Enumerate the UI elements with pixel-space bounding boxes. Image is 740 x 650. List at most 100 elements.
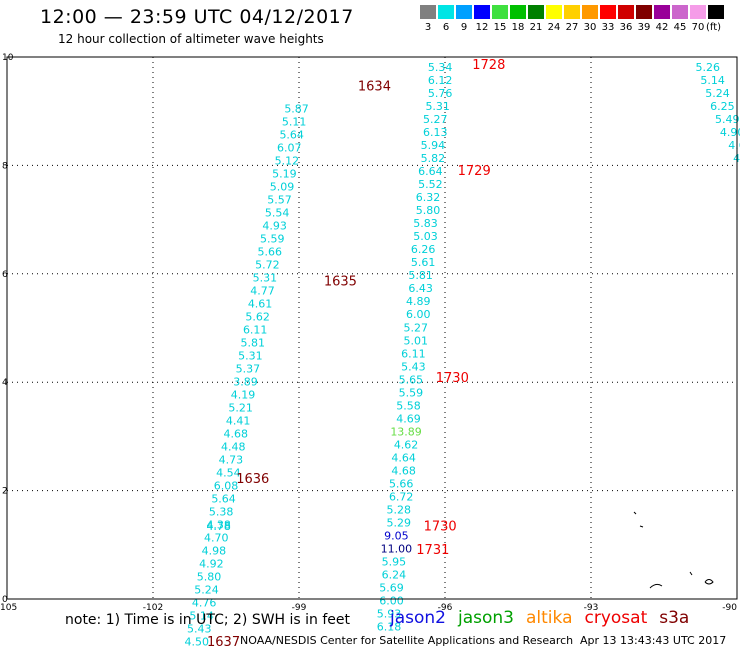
- wave-height-value: 5.27: [423, 113, 448, 126]
- wave-height-value: 6.25: [710, 100, 735, 113]
- wave-height-value: 5.93: [377, 607, 402, 620]
- wave-height-value: 5.58: [396, 399, 421, 412]
- wave-height-value: 5.52: [418, 178, 443, 191]
- legend-swatch-label: 3: [424, 22, 432, 33]
- wave-height-value: 5.29: [387, 516, 412, 529]
- wave-height-value: 13.89: [390, 425, 422, 438]
- wave-height-value: 6.43: [408, 282, 433, 295]
- wave-height-value: 5.38: [209, 506, 234, 519]
- wave-height-value: 5.81: [408, 269, 433, 282]
- legend-swatch: [564, 5, 580, 19]
- wave-height-value: 4.41: [226, 414, 251, 427]
- plot-frame: [6, 56, 738, 600]
- wave-height-value: 4.98: [202, 545, 227, 558]
- satellite-legend-item: jason3: [458, 608, 514, 628]
- legend-swatch-label: 36: [619, 22, 633, 33]
- wave-height-value: 5.76: [428, 87, 453, 100]
- legend-swatch-label: 42: [655, 22, 669, 33]
- pass-time-label: 1730: [436, 371, 469, 386]
- wave-height-value: 6.07: [277, 141, 302, 154]
- wave-height-value: 5.14: [189, 610, 214, 623]
- wave-height-value: 4.68: [391, 464, 416, 477]
- chart-subtitle: 12 hour collection of altimeter wave hei…: [58, 32, 324, 46]
- footnote: note: 1) Time is in UTC; 2) SWH is in fe…: [65, 612, 351, 628]
- y-tick-label: 10: [2, 53, 14, 63]
- wave-height-value: 4.93: [262, 219, 287, 232]
- wave-height-value: 5.72: [255, 258, 280, 271]
- pass-time-label: 1731: [416, 543, 449, 558]
- wave-height-value: 6.26: [411, 243, 436, 256]
- coastline-shape: [633, 511, 714, 589]
- y-tick-label: 8: [2, 161, 8, 171]
- pass-time-label: 1635: [324, 275, 357, 290]
- wave-height-value: 5.09: [270, 180, 295, 193]
- wave-height-value: 4.48: [221, 440, 246, 453]
- legend-swatch: [708, 5, 724, 19]
- x-tick-label: -99: [292, 603, 307, 613]
- wave-height-value: 5.03: [413, 230, 438, 243]
- wave-height-value: 5.43: [401, 360, 426, 373]
- wave-height-value: 5.28: [387, 503, 412, 516]
- x-tick-label: -90: [722, 603, 737, 613]
- x-tick-label: -102: [143, 603, 163, 613]
- legend-unit: (ft): [706, 22, 722, 33]
- wave-height-value: 5.26: [696, 61, 721, 74]
- legend-swatch-label: 45: [673, 22, 687, 33]
- x-tick-label: -105: [0, 603, 17, 613]
- wave-height-value: 6.00: [406, 308, 431, 321]
- wave-height-value: 5.37: [236, 362, 261, 375]
- wave-height-value: 5.69: [379, 581, 404, 594]
- wave-height-value: 5.31: [238, 349, 263, 362]
- legend-swatch: [654, 5, 670, 19]
- wave-height-value: 6.00: [379, 594, 404, 607]
- wave-height-value: 5.31: [253, 271, 278, 284]
- wave-height-value: 6.18: [377, 620, 402, 633]
- wave-height-value: 4.69: [396, 412, 421, 425]
- wave-height-value: 5.31: [425, 100, 450, 113]
- wave-height-value: 5.11: [282, 115, 307, 128]
- wave-height-value: 6.13: [423, 126, 448, 139]
- legend-swatch: [672, 5, 688, 19]
- satellite-legend: jason2 jason3 altika cryosat s3a: [390, 608, 701, 628]
- wave-height-value: 5.12: [275, 154, 300, 167]
- wave-height-value: 6.11: [243, 323, 268, 336]
- wave-height-value: 6.32: [416, 191, 441, 204]
- wave-height-value: 5.66: [258, 245, 283, 258]
- legend-swatch: [636, 5, 652, 19]
- wave-height-value: 4.76: [192, 597, 217, 610]
- footer-credit: NOAA/NESDIS Center for Satellite Applica…: [240, 634, 574, 647]
- y-tick-label: 0: [2, 595, 8, 605]
- footer-timestamp: Apr 13 13:43:43 UTC 2017: [580, 634, 727, 647]
- wave-height-value: 5.27: [404, 321, 429, 334]
- pass-time-label: 1730: [424, 520, 457, 535]
- wave-height-value: 5.54: [265, 206, 290, 219]
- wave-height-value: 4.62: [394, 438, 419, 451]
- wave-height-value: 5.49: [715, 113, 740, 126]
- legend-swatch: [438, 5, 454, 19]
- wave-height-value: 5.95: [382, 555, 407, 568]
- pass-time-label: 1634: [358, 80, 391, 95]
- legend-swatch: [600, 5, 616, 19]
- pass-time-label: 1729: [458, 164, 491, 179]
- pass-time-label: 1728: [472, 58, 505, 73]
- wave-height-value: 5.64: [211, 493, 236, 506]
- legend-swatch: [492, 5, 508, 19]
- wave-height-value: 5.80: [416, 204, 441, 217]
- wave-height-value: 5.24: [194, 584, 219, 597]
- legend-swatch-label: 70: [691, 22, 705, 33]
- wave-height-value: 4.78: [206, 520, 231, 533]
- wave-height-value: 4.38: [206, 519, 231, 532]
- wave-height-value: 9.05: [384, 529, 409, 542]
- x-tick-label: -96: [438, 603, 453, 613]
- wave-height-value: 5.59: [399, 386, 424, 399]
- wave-height-value: 5.66: [389, 477, 414, 490]
- wave-height-value: 4.92: [199, 558, 224, 571]
- wave-height-value: 4.6: [728, 139, 740, 152]
- legend-swatch-label: 30: [583, 22, 597, 33]
- wave-height-value: 6.08: [214, 480, 239, 493]
- legend-swatch: [618, 5, 634, 19]
- legend-swatch: [582, 5, 598, 19]
- legend-swatch: [546, 5, 562, 19]
- legend-swatch: [528, 5, 544, 19]
